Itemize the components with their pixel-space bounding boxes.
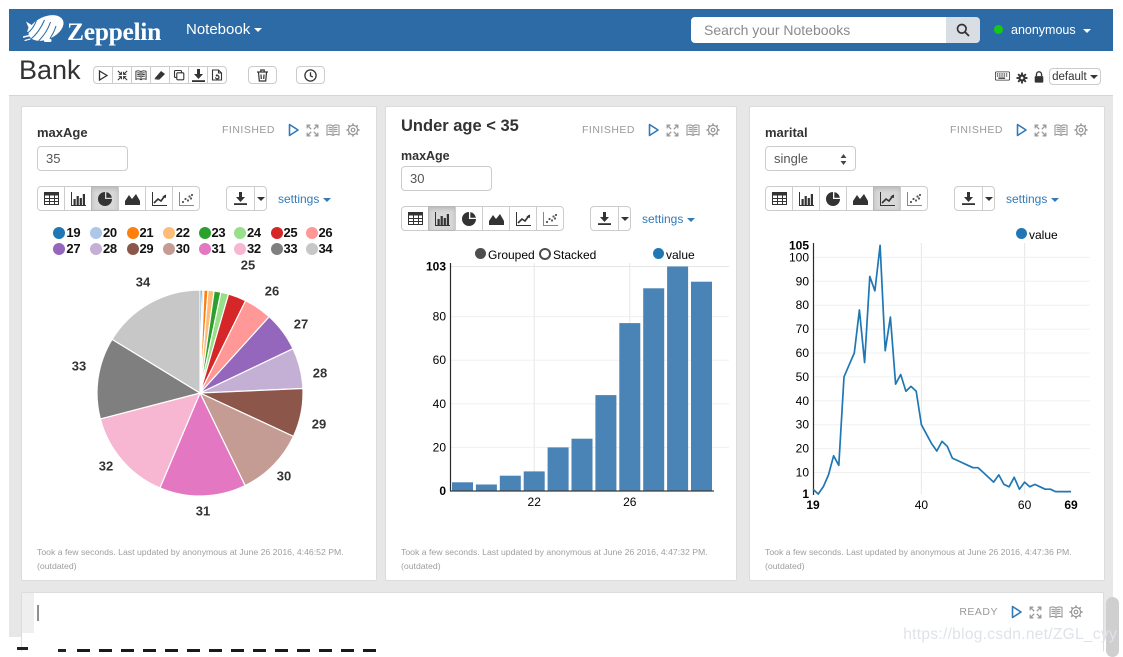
svg-text:20: 20: [433, 440, 447, 454]
svg-text:30: 30: [277, 469, 291, 484]
svg-text:69: 69: [1064, 498, 1078, 512]
svg-text:25: 25: [241, 258, 255, 273]
svg-text:28: 28: [313, 366, 327, 381]
svg-text:90: 90: [796, 274, 810, 288]
svg-text:40: 40: [796, 394, 810, 408]
svg-text:0: 0: [439, 484, 446, 498]
svg-text:33: 33: [72, 359, 86, 374]
svg-text:26: 26: [265, 284, 279, 299]
svg-text:60: 60: [433, 353, 447, 367]
svg-text:26: 26: [623, 495, 637, 509]
svg-text:20: 20: [796, 442, 810, 456]
svg-text:34: 34: [136, 275, 151, 290]
svg-text:10: 10: [796, 466, 810, 480]
svg-text:40: 40: [915, 498, 929, 512]
svg-text:22: 22: [528, 495, 542, 509]
svg-text:29: 29: [312, 417, 326, 432]
svg-text:80: 80: [433, 310, 447, 324]
svg-text:27: 27: [294, 317, 308, 332]
svg-text:60: 60: [796, 346, 810, 360]
svg-text:100: 100: [789, 250, 809, 264]
svg-text:105: 105: [789, 238, 809, 252]
svg-text:32: 32: [99, 459, 113, 474]
svg-text:30: 30: [796, 418, 810, 432]
svg-text:60: 60: [1018, 498, 1032, 512]
svg-text:31: 31: [196, 504, 210, 519]
svg-text:70: 70: [796, 322, 810, 336]
svg-text:40: 40: [433, 397, 447, 411]
svg-text:103: 103: [426, 260, 446, 274]
svg-text:50: 50: [796, 370, 810, 384]
svg-text:80: 80: [796, 298, 810, 312]
svg-text:19: 19: [806, 498, 820, 512]
